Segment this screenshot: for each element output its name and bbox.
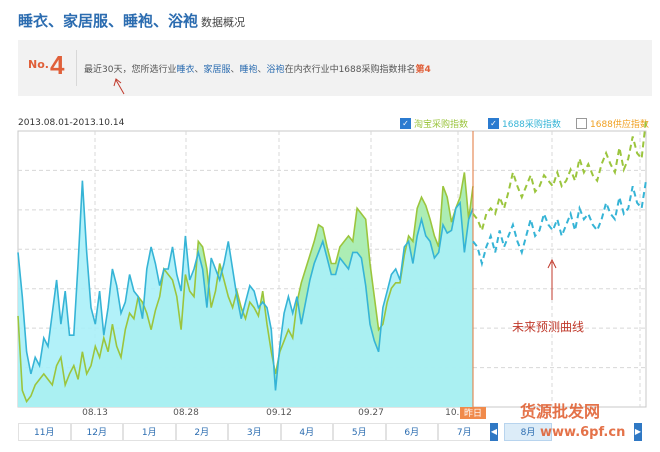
legend-label-taobao: 淘宝采购指数: [414, 120, 469, 130]
series-line-0: [17, 172, 474, 404]
month-tab[interactable]: 7月: [438, 423, 491, 441]
month-tab[interactable]: 3月: [228, 423, 281, 441]
rank-text-middle: 在内衣行业中1688采购指数排名: [284, 65, 416, 75]
today-badge-label: 昨日: [464, 407, 482, 419]
series-area-1: [18, 180, 473, 407]
x-tick-label: 08.13: [82, 408, 108, 418]
month-tab[interactable]: 1月: [123, 423, 176, 441]
category-title: 睡衣、家居服、睡袍、浴袍: [18, 12, 199, 30]
month-tab[interactable]: 6月: [385, 423, 438, 441]
category-subtitle: 数据概况: [201, 16, 246, 29]
rank-no-label: No.: [28, 58, 49, 71]
month-prev-arrow[interactable]: ◀: [490, 423, 498, 441]
legend-item-1688-supply[interactable]: 1688供应指数: [576, 117, 649, 130]
rank-sep-3: 、: [257, 65, 267, 75]
rank-number: 4: [50, 50, 65, 80]
date-range: 2013.08.01-2013.10.14: [18, 118, 125, 128]
legend-checkbox-1688-supply[interactable]: [576, 118, 587, 129]
legend-item-taobao[interactable]: ✓ 淘宝采购指数: [400, 117, 468, 130]
rank-arrow: [115, 79, 125, 95]
series-line-1: [17, 180, 474, 391]
rank-category-1[interactable]: 睡衣: [176, 65, 195, 75]
rank-divider: [76, 50, 77, 86]
forecast-arrow-head: [547, 258, 557, 269]
forecast-line-1: [472, 180, 647, 268]
rank-sep-2: 、: [230, 65, 240, 75]
rank-category-2[interactable]: 家居服: [203, 65, 231, 75]
rank-summary-box: No. 4 最近30天，您所选行业睡衣、家居服、睡袍、浴袍在内衣行业中1688采…: [18, 40, 652, 96]
x-tick-label: 09.12: [266, 408, 292, 418]
rank-category-4[interactable]: 浴袍: [266, 65, 285, 75]
month-next-arrow[interactable]: ▶: [634, 423, 642, 441]
month-tab[interactable]: 8月: [504, 423, 552, 441]
watermark-url: www.6pf.cn: [540, 425, 626, 440]
month-tab[interactable]: 5月: [333, 423, 386, 441]
rank-sep-1: 、: [194, 65, 204, 75]
rank-description: 最近30天，您所选行业睡衣、家居服、睡袍、浴袍在内衣行业中1688采购指数排名第…: [84, 62, 431, 75]
legend-label-1688-purchase: 1688采购指数: [502, 120, 561, 130]
legend-checkbox-taobao[interactable]: ✓: [400, 118, 411, 129]
x-tick-label: 08.28: [173, 408, 199, 418]
month-tab[interactable]: 4月: [280, 423, 333, 441]
forecast-annotation: 未来预测曲线: [512, 320, 585, 334]
page-title: 睡衣、家居服、睡袍、浴袍 数据概况: [18, 10, 245, 31]
watermark-text: 货源批发网: [520, 402, 601, 421]
month-tab[interactable]: 12月: [70, 423, 123, 441]
x-tick-label: 10.11: [445, 408, 471, 418]
month-selector: 11月 12月 1月 2月 3月 4月 5月 6月 7月 8月 ◀ ▶: [18, 423, 652, 441]
rank-arrow-head: [113, 78, 122, 87]
month-tab[interactable]: 11月: [18, 423, 71, 441]
forecast-line-0: [472, 119, 647, 234]
legend-label-1688-supply: 1688供应指数: [590, 120, 649, 130]
today-badge: [460, 407, 486, 419]
legend-item-1688-purchase[interactable]: ✓ 1688采购指数: [488, 117, 561, 130]
rank-category-3[interactable]: 睡袍: [239, 65, 258, 75]
month-tab[interactable]: 2月: [175, 423, 228, 441]
rank-value: 第4: [415, 65, 431, 75]
x-tick-label: 09.27: [358, 408, 384, 418]
rank-text-prefix: 最近30天，您所选行业: [84, 65, 177, 75]
legend-checkbox-1688-purchase[interactable]: ✓: [488, 118, 499, 129]
